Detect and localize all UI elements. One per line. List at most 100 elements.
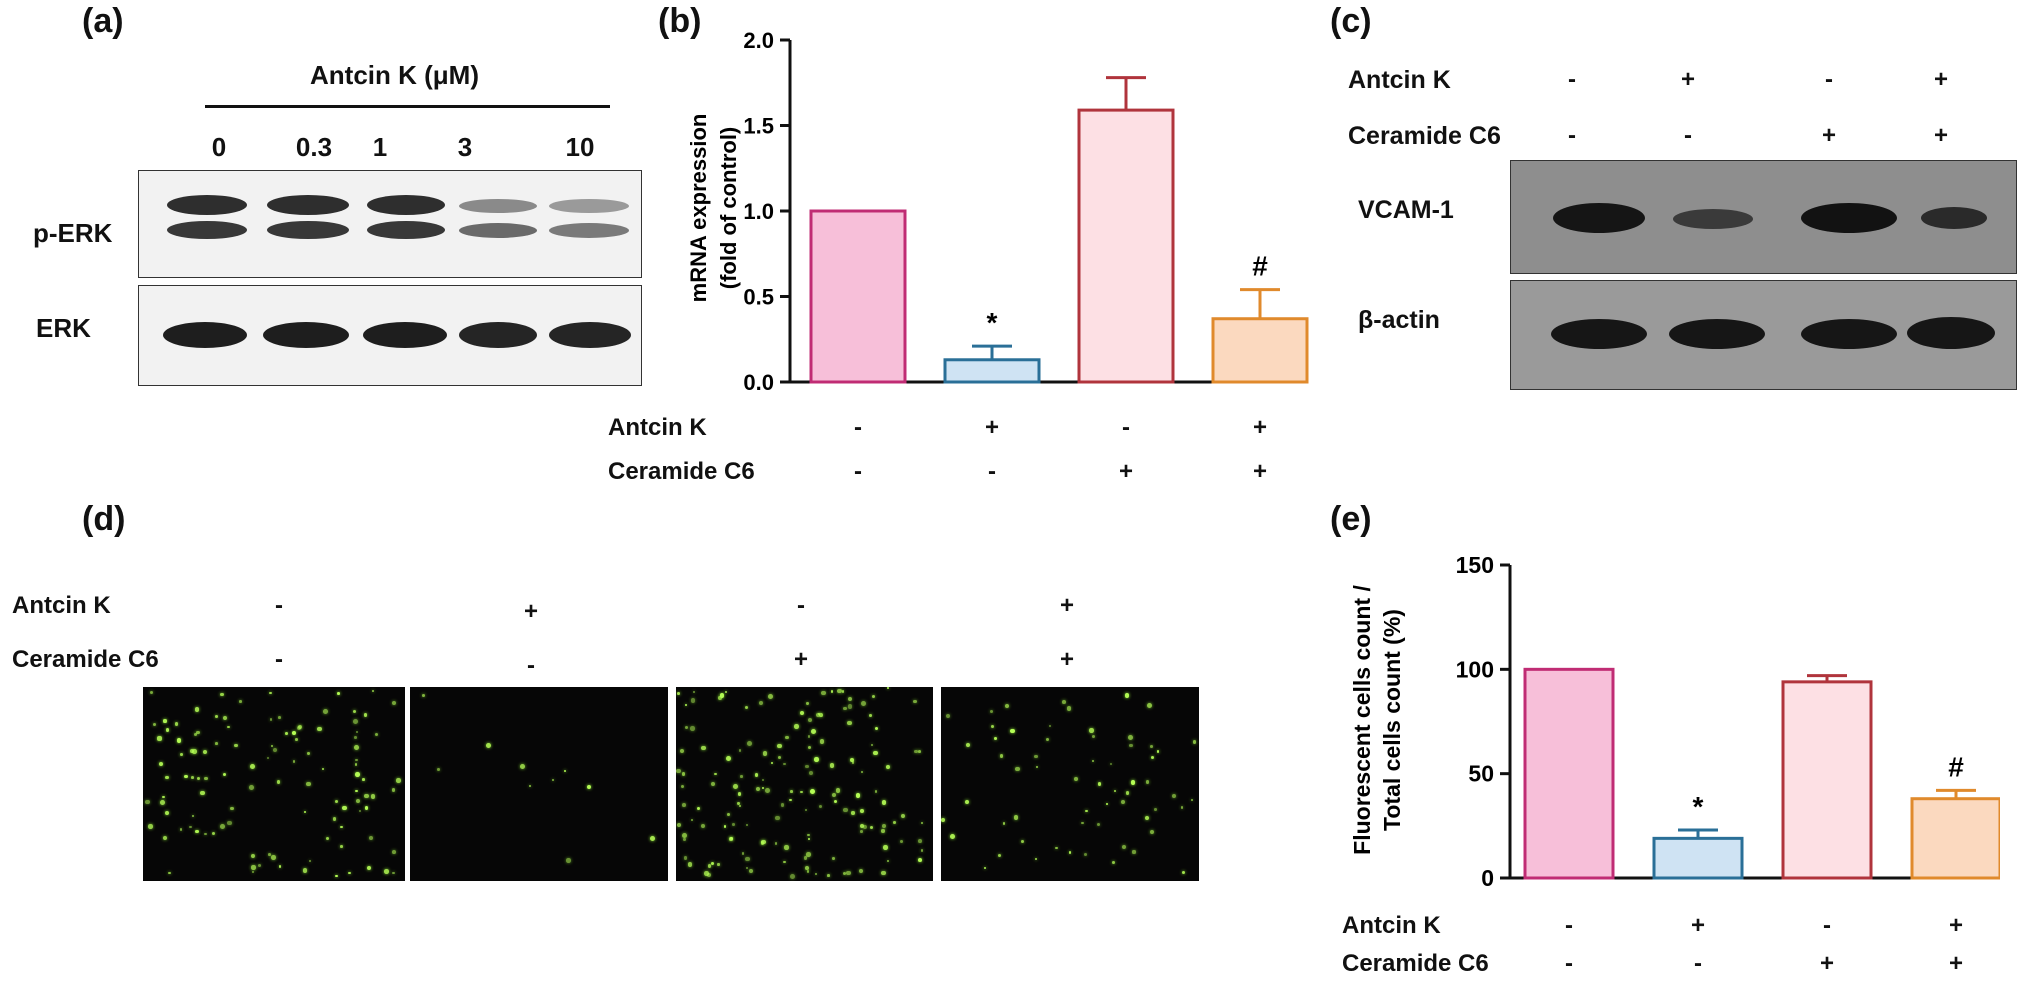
- fluorescent-cell: [720, 693, 725, 698]
- conc-label: 0.3: [295, 132, 333, 162]
- fluorescent-cell: [215, 742, 218, 745]
- vcam1-band: [1673, 209, 1753, 229]
- fluorescent-cell: [871, 694, 876, 699]
- fluorescent-cell: [168, 871, 171, 875]
- fluorescent-cell: [842, 807, 848, 813]
- fluorescent-cell: [200, 790, 206, 796]
- fluorescent-cell: [912, 699, 917, 704]
- fluorescent-cell: [780, 803, 785, 807]
- fluorescent-cell: [818, 804, 822, 808]
- fluorescent-cell: [1114, 790, 1117, 793]
- fluorescent-cell: [366, 865, 371, 870]
- fluorescent-cell: [1145, 780, 1150, 784]
- fluorescent-cell: [197, 776, 201, 780]
- fluorescent-cell: [883, 845, 888, 850]
- bar: [1910, 797, 2000, 880]
- row-label-antcin-d: Antcin K: [12, 592, 111, 619]
- fluorescent-cell: [871, 744, 874, 747]
- fluorescent-cell: [785, 736, 789, 740]
- blot-label-vcam1: VCAM-1: [1358, 196, 1454, 224]
- fluorescent-cell: [1144, 816, 1149, 821]
- sign-antcin-c: -: [1825, 66, 1833, 93]
- fluorescent-cell: [204, 776, 208, 780]
- row-label-antcin-b: Antcin K: [608, 414, 707, 441]
- fluorescent-cell: [227, 820, 232, 826]
- fluorescent-cell: [814, 873, 818, 876]
- fluorescent-cell: [332, 817, 337, 821]
- bar: [1781, 680, 1873, 880]
- fluorescent-cell: [370, 794, 376, 799]
- sign-ceramide-c: +: [1933, 122, 1948, 149]
- fluorescent-cell: [814, 757, 819, 762]
- fluorescent-cell: [684, 725, 689, 730]
- fluorescent-cell: [1048, 725, 1051, 728]
- fluorescent-cell: [1128, 735, 1134, 741]
- fluorescent-cell: [820, 690, 826, 696]
- blot-row-label-erk: ERK: [36, 313, 91, 343]
- fluorescent-cell: [842, 872, 846, 876]
- y-tick-label: 1.0: [743, 199, 774, 224]
- fluorescent-cell: [163, 719, 167, 723]
- bar: [943, 358, 1041, 384]
- fluorescent-cell: [807, 833, 811, 837]
- y-tick-label: 2.0: [743, 28, 774, 53]
- fluorescent-cell: [278, 716, 282, 720]
- sign-antcin-e: +: [1948, 912, 1963, 939]
- sign-ceramide-b: +: [1118, 458, 1133, 485]
- fluorescent-cell: [870, 826, 874, 830]
- perk-band: [167, 221, 247, 239]
- significance-mark: #: [1252, 251, 1268, 282]
- fluorescent-cell: [770, 761, 773, 764]
- bar: [809, 209, 907, 384]
- panel-a-label: (a): [82, 2, 124, 40]
- fluorescent-cell: [834, 799, 838, 803]
- chart-b-ylabel-line1: mRNA expression: [686, 114, 711, 303]
- fluorescent-cell: [1125, 791, 1129, 795]
- perk-band: [549, 223, 629, 238]
- fluorescent-cell: [767, 694, 773, 700]
- fluorescent-cell: [302, 868, 308, 873]
- fluorescent-cell: [832, 857, 835, 860]
- fluorescent-cell: [745, 706, 749, 710]
- chart-e-ylabel-line2: Total cells count (%): [1379, 609, 1405, 831]
- fluorescent-cell: [1130, 779, 1136, 785]
- y-tick-label: 1.5: [743, 114, 774, 139]
- fluorescent-cell: [829, 763, 835, 769]
- fluorescent-cell: [1109, 762, 1113, 766]
- perk-blot: [138, 170, 642, 278]
- conc-label: 3: [457, 132, 473, 162]
- fluorescent-cell: [914, 749, 918, 753]
- fluorescent-cell: [1015, 766, 1020, 772]
- fluorescent-cell: [391, 700, 397, 706]
- fluorescent-cell: [860, 770, 864, 774]
- vcam1-band: [1553, 203, 1645, 233]
- fluorescent-cell: [165, 776, 169, 780]
- fluorescent-cell: [1005, 703, 1010, 709]
- fluorescent-cell: [684, 703, 687, 707]
- fluorescent-cell: [285, 732, 289, 736]
- vcam1-blot: [1510, 160, 2017, 274]
- fluorescent-cell: [239, 700, 242, 703]
- fluorescent-cell: [690, 697, 696, 703]
- vcam1-band: [1801, 203, 1897, 233]
- fluorescent-cell: [1055, 846, 1058, 850]
- fluorescent-cell: [783, 762, 786, 766]
- beta-actin-band: [1801, 319, 1897, 349]
- fluorescent-cell: [999, 754, 1003, 758]
- fluorescent-cell: [1089, 728, 1094, 733]
- fluorescent-cell: [270, 744, 274, 748]
- fluorescent-cell: [1112, 861, 1116, 865]
- fluorescent-cell: [1021, 840, 1025, 844]
- fluorescent-cell: [860, 700, 866, 706]
- fluorescent-cell: [165, 728, 170, 732]
- significance-mark: *: [987, 307, 998, 338]
- fluorescent-cell: [677, 823, 682, 828]
- fluorescent-cell: [881, 870, 887, 876]
- fluorescent-cell: [341, 805, 347, 811]
- fluorescent-cell: [806, 852, 811, 857]
- panel-e-label: (e): [1330, 500, 1372, 538]
- fluorescent-cell: [222, 772, 226, 776]
- blot-label-beta-actin: β-actin: [1358, 306, 1440, 334]
- fluorescent-cell: [690, 818, 693, 821]
- fluorescent-cell: [746, 741, 752, 747]
